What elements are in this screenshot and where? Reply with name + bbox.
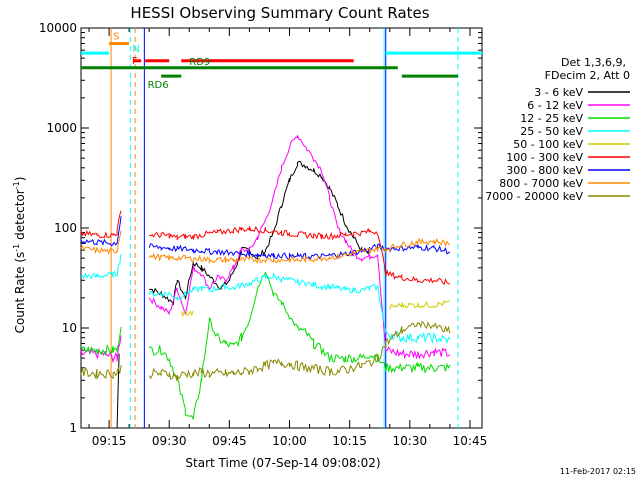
legend-header-line2: FDecim 2, Att 0 — [545, 69, 630, 82]
footer-date: 11-Feb-2017 02:15 — [560, 467, 636, 476]
legend-label: 300 - 800 keV — [506, 164, 583, 177]
chart-title: HESSI Observing Summary Count Rates — [130, 4, 429, 22]
y-axis-label-main: Count Rate (s — [13, 252, 27, 334]
series-line — [80, 254, 451, 345]
legend-header-line1: Det 1,3,6,9, — [561, 56, 626, 69]
y-tick-label: 10000 — [39, 21, 77, 35]
series-line — [80, 271, 451, 420]
y-tick-label: 1000 — [46, 121, 77, 135]
x-tick-label: 10:00 — [272, 434, 307, 448]
legend-label: 7000 - 20000 keV — [485, 190, 583, 203]
flag-label: S — [113, 31, 119, 42]
y-axis-label: Count Rate (s-1 detector-1) — [12, 177, 27, 334]
series-line — [80, 210, 451, 286]
x-tick-label: 09:15 — [92, 434, 127, 448]
legend-label: 800 - 7000 keV — [499, 177, 583, 190]
y-axis-label-end: ) — [13, 177, 27, 182]
plot-area: 1 10 100 1000 10000 09:15 09:30 09:45 10:00 10:15… — [39, 21, 487, 448]
x-tick-label: 10:15 — [332, 434, 367, 448]
y-tick-label: 10 — [62, 321, 77, 335]
flag-label: N — [132, 44, 139, 55]
x-axis-label: Start Time (07-Sep-14 09:08:02) — [185, 456, 380, 470]
legend-label: 6 - 12 keV — [527, 99, 583, 112]
flag-label: RD9 — [189, 57, 210, 68]
x-tick-label: 09:45 — [212, 434, 247, 448]
series-line — [80, 230, 451, 265]
x-tick-label: 09:30 — [152, 434, 187, 448]
flag-label: F — [132, 56, 138, 67]
x-tick-label: 10:45 — [453, 434, 488, 448]
legend-label: 100 - 300 keV — [506, 151, 583, 164]
x-tick-label: 10:30 — [393, 434, 428, 448]
series-line — [180, 299, 451, 318]
series-line — [80, 320, 451, 382]
legend-label: 12 - 25 keV — [520, 112, 583, 125]
legend: Det 1,3,6,9, FDecim 2, Att 0 3 - 6 keV6 … — [485, 56, 630, 203]
y-axis-label-sup2: -1 — [12, 181, 21, 189]
legend-label: 25 - 50 keV — [520, 125, 583, 138]
y-axis-label-sup: -1 — [12, 244, 21, 252]
flag-label: RD6 — [148, 80, 169, 91]
y-tick-label: 100 — [54, 221, 77, 235]
legend-label: 3 - 6 keV — [534, 86, 583, 99]
legend-label: 50 - 100 keV — [513, 138, 583, 151]
y-tick-label: 1 — [69, 421, 77, 435]
y-axis-label-mid: detector — [13, 189, 27, 244]
series-line — [80, 216, 451, 260]
